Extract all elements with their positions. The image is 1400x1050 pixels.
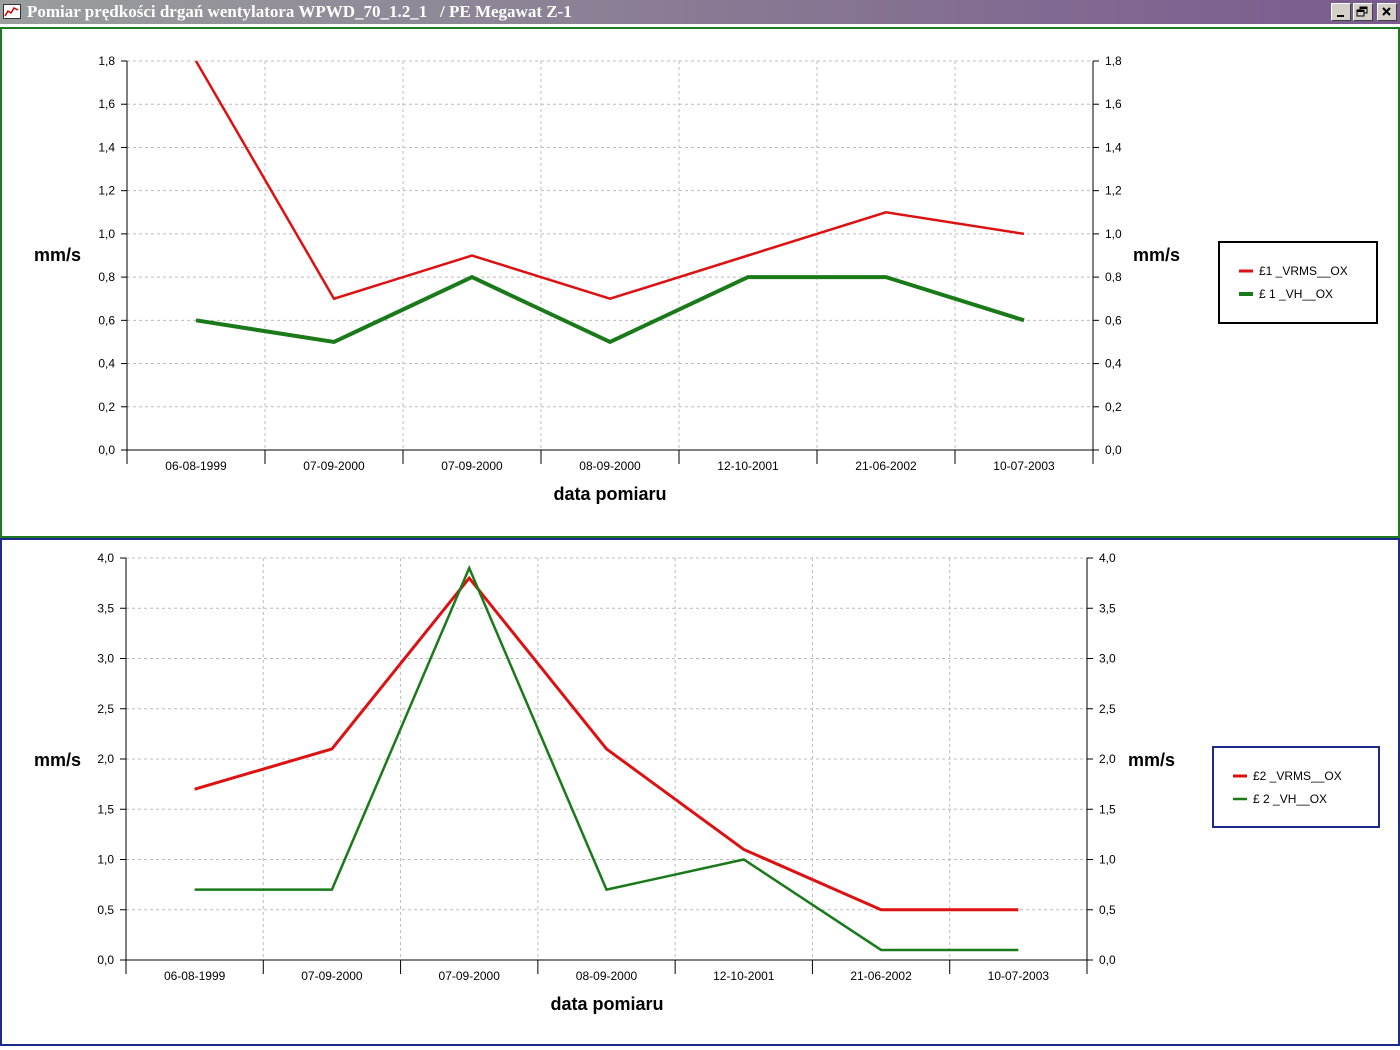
legend-label-2: £ 2 _VH__OX (1253, 792, 1327, 806)
y-tick-label-left: 0,2 (98, 400, 115, 414)
legend-label-1: £2 _VRMS__OX (1253, 769, 1342, 783)
y-tick-label-right: 2,5 (1099, 702, 1116, 716)
legend-label-1: £1 _VRMS__OX (1259, 264, 1348, 278)
y-tick-label-right: 0,0 (1099, 953, 1116, 967)
y-tick-label-right: 1,5 (1099, 802, 1116, 816)
y-axis-label-left: mm/s (34, 750, 81, 770)
y-tick-label-right: 3,0 (1099, 652, 1116, 666)
series-line-1 (194, 60, 1025, 301)
vibration-chart-2: 0,0 0,0 0,5 0,5 1,0 1,0 1,5 1,5 2,0 2,0 2,5 2,5 3,0 3… (34, 551, 1380, 1014)
title-bar: Pomiar prędkości drgań wentylatora WPWD_… (0, 0, 1400, 24)
x-tick-label: 06-08-1999 (164, 969, 226, 983)
y-tick-label-left: 0,4 (98, 357, 115, 371)
y-tick-label-left: 2,5 (97, 702, 114, 716)
y-tick-label-right: 0,5 (1099, 903, 1116, 917)
y-tick-label-right: 0,2 (1105, 400, 1122, 414)
window-title: Pomiar prędkości drgań wentylatora WPWD_… (27, 2, 572, 21)
y-tick-label-left: 3,5 (97, 601, 114, 615)
x-tick-label: 07-09-2000 (301, 969, 363, 983)
chart-app-icon[interactable] (3, 4, 21, 19)
y-tick-label-right: 1,0 (1105, 227, 1122, 241)
x-tick-label: 07-09-2000 (439, 969, 501, 983)
y-tick-label-left: 0,0 (98, 443, 115, 457)
legend-box (1212, 746, 1380, 828)
y-tick-label-left: 4,0 (97, 551, 114, 565)
x-tick-label: 10-07-2003 (988, 969, 1050, 983)
y-tick-label-left: 0,8 (98, 270, 115, 284)
y-tick-label-left: 2,0 (97, 752, 114, 766)
y-tick-label-left: 1,0 (97, 853, 114, 867)
y-axis-label-right: mm/s (1133, 245, 1180, 265)
y-tick-label-left: 1,0 (98, 227, 115, 241)
x-axis-label: data pomiaru (550, 994, 663, 1014)
x-tick-label: 08-09-2000 (579, 459, 641, 473)
chart-panel-1: 0,0 0,0 0,2 0,2 0,4 0,4 0,6 0,6 0,8 0,8 1,0 1,0 1,2 1… (0, 27, 1400, 538)
legend-box (1218, 241, 1378, 324)
y-tick-label-left: 3,0 (97, 652, 114, 666)
y-tick-label-right: 2,0 (1099, 752, 1116, 766)
close-icon (1382, 7, 1391, 16)
series-line-2 (195, 274, 1025, 345)
y-tick-label-right: 0,6 (1105, 313, 1122, 327)
x-tick-label: 08-09-2000 (576, 969, 638, 983)
y-tick-label-right: 0,0 (1105, 443, 1122, 457)
x-axis-label: data pomiaru (553, 484, 666, 504)
y-axis-label-right: mm/s (1128, 750, 1175, 770)
y-tick-label-left: 1,2 (98, 184, 115, 198)
y-tick-label-right: 0,8 (1105, 270, 1122, 284)
y-tick-label-right: 1,4 (1105, 140, 1122, 154)
minimize-button[interactable] (1331, 3, 1351, 21)
x-tick-label: 07-09-2000 (441, 459, 503, 473)
x-tick-label: 21-06-2002 (855, 459, 917, 473)
y-tick-label-left: 0,6 (98, 313, 115, 327)
y-tick-label-left: 0,0 (97, 953, 114, 967)
close-button[interactable] (1377, 3, 1397, 21)
x-tick-label: 06-08-1999 (165, 459, 227, 473)
y-tick-label-left: 1,5 (97, 802, 114, 816)
x-tick-label: 12-10-2001 (713, 969, 775, 983)
minimize-icon (1337, 15, 1344, 17)
y-tick-label-right: 0,4 (1105, 357, 1122, 371)
chart-panel-2: 0,0 0,0 0,5 0,5 1,0 1,0 1,5 1,5 2,0 2,0 2,5 2,5 3,0 3… (0, 538, 1400, 1046)
x-tick-label: 07-09-2000 (303, 459, 365, 473)
y-tick-label-right: 4,0 (1099, 551, 1116, 565)
y-tick-label-left: 1,8 (98, 54, 115, 68)
legend-label-2: £ 1 _VH__OX (1259, 287, 1333, 301)
x-tick-label: 12-10-2001 (717, 459, 779, 473)
x-tick-label: 10-07-2003 (993, 459, 1055, 473)
y-axis-label-left: mm/s (34, 245, 81, 265)
y-tick-label-right: 1,0 (1099, 853, 1116, 867)
y-tick-label-right: 1,2 (1105, 184, 1122, 198)
y-tick-label-right: 3,5 (1099, 601, 1116, 615)
series-line-1 (194, 575, 1019, 912)
y-tick-label-left: 1,4 (98, 140, 115, 154)
x-tick-label: 21-06-2002 (850, 969, 912, 983)
vibration-chart-1: 0,0 0,0 0,2 0,2 0,4 0,4 0,6 0,6 0,8 0,8 1,0 1,0 1,2 1… (34, 54, 1378, 504)
y-tick-label-right: 1,8 (1105, 54, 1122, 68)
restore-button[interactable] (1353, 3, 1373, 21)
restore-icon (1356, 6, 1368, 17)
y-tick-label-left: 1,6 (98, 97, 115, 111)
y-tick-label-right: 1,6 (1105, 97, 1122, 111)
y-tick-label-left: 0,5 (97, 903, 114, 917)
